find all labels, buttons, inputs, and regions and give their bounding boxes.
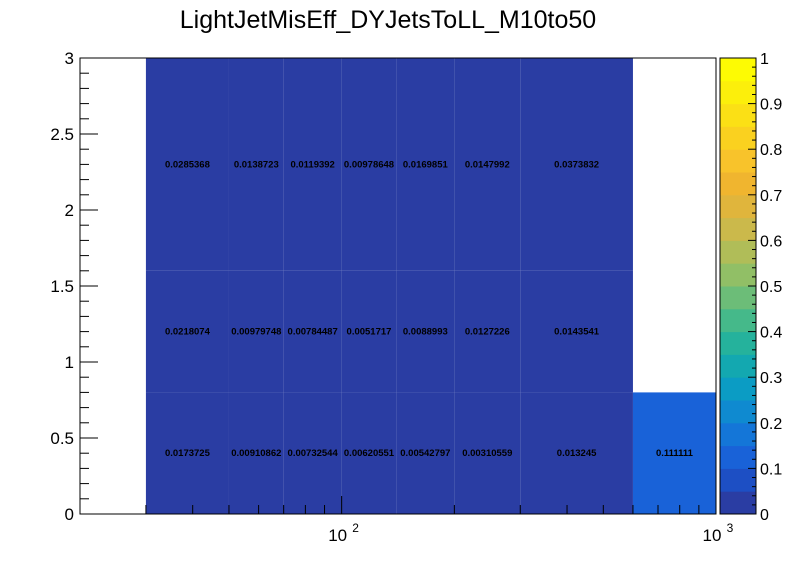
colorbar-segment	[720, 354, 756, 378]
cell-value-label: 0.0138723	[234, 159, 279, 170]
x-axis: 10 2 10 3	[79, 496, 734, 545]
heatmap-cell	[145, 270, 229, 393]
heatmap-cell	[341, 270, 397, 393]
colorbar-segment	[720, 126, 756, 150]
cell-value-label: 0.00979748	[231, 327, 281, 338]
heatmap-cell	[341, 58, 397, 271]
y-tick-label: 3	[65, 49, 74, 68]
cell-value-label: 0.0147992	[465, 159, 510, 170]
cell-value-label: 0.00732544	[288, 448, 339, 459]
colorbar-segment	[720, 240, 756, 264]
cell-value-label: 0.013245	[557, 448, 597, 459]
colorbar: 0 0.1 0.2 0.3 0.4 0.5 0.6 0.7 0.8 0.9 1	[719, 51, 782, 524]
colorbar-segment	[720, 103, 756, 127]
colorbar-segment	[720, 172, 756, 196]
cell-value-label: 0.00310559	[462, 448, 512, 459]
heatmap-cell	[396, 270, 455, 393]
colorbar-segment	[720, 491, 756, 515]
heatmap-cell	[283, 58, 342, 271]
colorbar-tick-label: 0.6	[760, 233, 782, 250]
heatmap-cell	[341, 392, 397, 514]
colorbar-segment	[720, 58, 756, 82]
cell-value-label: 0.00784487	[288, 327, 338, 338]
heatmap-cell	[454, 392, 521, 514]
colorbar-segment	[720, 468, 756, 492]
heatmap-cells	[145, 58, 716, 514]
heatmap-cell	[520, 58, 633, 271]
colorbar-tick-label: 0.1	[760, 461, 782, 478]
y-tick-label: 1	[65, 353, 74, 372]
colorbar-segment	[720, 400, 756, 424]
heatmap-cell	[228, 392, 284, 514]
colorbar-segment	[720, 308, 756, 333]
heatmap-cell-labels: 0.0173725 0.00910862 0.00732544 0.00620551 0…	[165, 159, 694, 459]
colorbar-segment	[720, 377, 756, 401]
cell-value-label: 0.0143541	[554, 327, 600, 338]
heatmap-cell	[228, 58, 284, 271]
colorbar-tick-label: 0.5	[760, 279, 782, 296]
colorbar-segment	[720, 80, 756, 105]
x-tick-label: 10	[703, 526, 722, 545]
y-tick-label: 1.5	[50, 277, 74, 296]
colorbar-tick-label: 0	[760, 507, 769, 524]
cell-value-label: 0.00542797	[400, 448, 450, 459]
chart-title: LightJetMisEff_DYJetsToLL_M10to50	[180, 6, 596, 34]
x-tick-exponent: 2	[352, 521, 359, 535]
cell-value-label: 0.0373832	[554, 159, 599, 170]
colorbar-tick-label: 0.4	[760, 325, 782, 342]
heatmap-cell	[145, 58, 229, 271]
cell-value-label: 0.0051717	[347, 327, 392, 338]
cell-value-label: 0.0119392	[290, 159, 334, 170]
cell-value-label: 0.111111	[656, 448, 694, 459]
heatmap-cell	[228, 270, 284, 393]
heatmap-cell	[145, 392, 229, 514]
cell-value-label: 0.0218074	[165, 327, 211, 338]
colorbar-tick-label: 0.2	[760, 416, 782, 433]
cell-value-label: 0.0173725	[165, 448, 211, 459]
colorbar-segment	[720, 217, 756, 241]
colorbar-segment	[720, 331, 756, 355]
colorbar-tick-label: 1	[760, 51, 769, 68]
heatmap-cell	[396, 58, 455, 271]
colorbar-tick-label: 0.9	[760, 97, 782, 114]
colorbar-tick-label: 0.3	[760, 370, 782, 387]
colorbar-segment	[720, 149, 756, 173]
colorbar-tick-label: 0.7	[760, 188, 782, 205]
heatmap-cell	[454, 270, 521, 393]
cell-value-label: 0.0285368	[165, 159, 210, 170]
cell-value-label: 0.00910862	[231, 448, 281, 459]
heatmap-cell	[283, 270, 342, 393]
heatmap-cell	[520, 270, 633, 393]
colorbar-segment	[720, 194, 756, 219]
colorbar-segment	[720, 445, 756, 469]
heatmap-cell	[283, 392, 342, 514]
x-tick-exponent: 3	[727, 521, 734, 535]
heatmap-cell	[396, 392, 455, 514]
colorbar-tick-label: 0.8	[760, 142, 782, 159]
cell-value-label: 0.00620551	[344, 448, 395, 459]
y-tick-label: 2.5	[50, 125, 74, 144]
y-axis: 0 0.5 1 1.5 2 2.5 3	[50, 49, 98, 524]
cell-value-label: 0.0127226	[465, 327, 510, 338]
colorbar-segment	[720, 286, 756, 310]
heatmap-cell	[520, 392, 633, 514]
heatmap-cell	[632, 392, 716, 514]
cell-value-label: 0.0169851	[403, 159, 449, 170]
colorbar-segment	[720, 263, 756, 287]
y-tick-label: 0	[65, 505, 74, 524]
x-tick-label: 10	[328, 526, 347, 545]
cell-value-label: 0.00978648	[344, 159, 394, 170]
y-tick-label: 0.5	[50, 429, 74, 448]
cell-value-label: 0.0088993	[403, 327, 448, 338]
heatmap-cell	[454, 58, 521, 271]
y-tick-label: 2	[65, 201, 74, 220]
colorbar-segment	[720, 422, 756, 447]
